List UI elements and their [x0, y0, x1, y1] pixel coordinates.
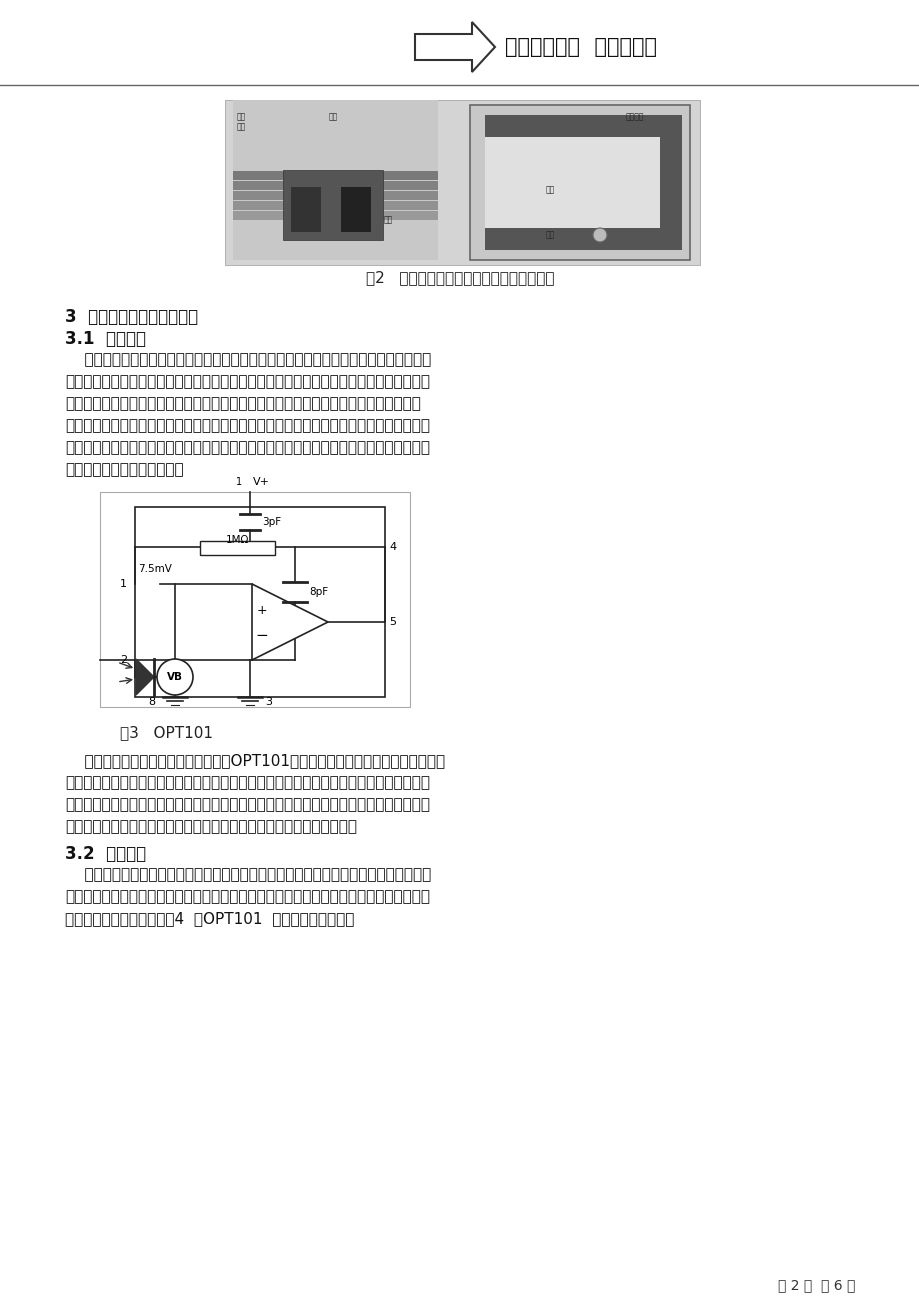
Text: 光敏
器件: 光敏 器件 [237, 112, 246, 132]
Text: 输出较小，避免放大器空载输出电流对脉搏信号测量的干扰，这样对于普通的放大器就不能: 输出较小，避免放大器空载输出电流对脉搏信号测量的干扰，这样对于普通的放大器就不能 [65, 440, 429, 454]
Text: 光源: 光源 [545, 230, 554, 240]
Bar [659, 115, 681, 250]
Text: 敏电阻、光敏二极管、光敏三极管和硅光电池。在传统的光电式脉搏传感器设计中，通常采: 敏电阻、光敏二极管、光敏三极管和硅光电池。在传统的光电式脉搏传感器设计中，通常采 [65, 374, 429, 389]
Bar [100, 492, 410, 707]
Bar [233, 191, 437, 201]
Bar [233, 201, 437, 210]
Text: 手指: 手指 [545, 185, 554, 194]
Text: +: + [256, 604, 267, 617]
Text: 1: 1 [235, 477, 242, 487]
Text: 图2   反射式光电传感器和透射式光电传感器: 图2 反射式光电传感器和透射式光电传感器 [366, 271, 553, 285]
Text: 图3   OPT101: 图3 OPT101 [119, 725, 213, 740]
Text: 件输出电流的影响，而且芯片输出的电压信号可以通过外部的精密电阻进行调节，有利于芯: 件输出电流的影响，而且芯片输出的电压信号可以通过外部的精密电阻进行调节，有利于芯 [65, 797, 429, 812]
Polygon shape [414, 22, 494, 72]
Bar [233, 171, 437, 180]
Bar [233, 211, 437, 220]
Text: 第 2 页  共 6 页: 第 2 页 共 6 页 [777, 1279, 854, 1292]
Text: 3: 3 [265, 697, 272, 707]
Text: 3.2  发射光源: 3.2 发射光源 [65, 845, 146, 863]
Text: 分利用器件的效果，光源和光敏元件的选择是综合考虑的，光源的波长应该落在光敏元件检: 分利用器件的效果，光源和光敏元件的选择是综合考虑的，光源的波长应该落在光敏元件检 [65, 889, 429, 904]
Text: 3pF: 3pF [262, 517, 281, 527]
Polygon shape [136, 659, 153, 695]
Bar [470, 105, 689, 260]
Text: 8pF: 8pF [309, 587, 328, 598]
Text: VB: VB [167, 672, 183, 682]
Text: 8: 8 [148, 697, 154, 707]
Text: V+: V+ [253, 477, 269, 487]
Bar [233, 100, 437, 260]
Text: 光电式脉搏传感器由于采用不同的光敏元件有着多种实现方法，其中光敏元件主要有光: 光电式脉搏传感器由于采用不同的光敏元件有着多种实现方法，其中光敏元件主要有光 [65, 352, 431, 367]
Text: −: − [255, 629, 268, 643]
Text: 一个芯片内部，这种集成化的设计方式有效地克服了后端运算放大器空载电流输出对光敏部: 一个芯片内部，这种集成化的设计方式有效地克服了后端运算放大器空载电流输出对光敏部 [65, 775, 429, 790]
Bar [233, 181, 437, 190]
Text: 5: 5 [389, 617, 395, 628]
Bar [484, 137, 659, 228]
Bar [283, 171, 382, 240]
Text: 7.5mV: 7.5mV [138, 564, 172, 574]
Text: 测灵敏度较高的波段内，图4  为OPT101  的光波长响应曲线。: 测灵敏度较高的波段内，图4 为OPT101 的光波长响应曲线。 [65, 911, 354, 926]
Circle shape [593, 228, 607, 242]
Text: 直接应用在光敏元件的后端。: 直接应用在光敏元件的后端。 [65, 462, 184, 477]
Bar [484, 228, 675, 250]
Text: 光源: 光源 [383, 215, 392, 224]
Bar [290, 187, 321, 232]
Text: 精品范文模板  可修改删除: 精品范文模板 可修改删除 [505, 36, 656, 57]
Text: 1MΩ: 1MΩ [225, 535, 249, 546]
Text: 光敏器件: 光敏器件 [625, 112, 643, 121]
Text: 2: 2 [119, 655, 127, 665]
Text: 手指: 手指 [328, 112, 337, 121]
Text: 1: 1 [119, 579, 127, 589]
Text: 光电式脉搏传感器主要由光源、光敏器件，以及相应的信号调理控制电路构成。为了充: 光电式脉搏传感器主要由光源、光敏器件，以及相应的信号调理控制电路构成。为了充 [65, 867, 431, 881]
Bar [225, 100, 699, 266]
Text: 在本文中，采用一种新型的光敏元件OPT101，该元件将感光部件和放大器集成在同: 在本文中，采用一种新型的光敏元件OPT101，该元件将感光部件和放大器集成在同 [65, 753, 445, 768]
Circle shape [157, 659, 193, 695]
Text: 极低，容易受到外界干扰，而且对后续的放大器的要求比较严格，需要放大器空载时的电流: 极低，容易受到外界干扰，而且对后续的放大器的要求比较严格，需要放大器空载时的电流 [65, 418, 429, 434]
Bar [484, 115, 675, 137]
Polygon shape [252, 585, 328, 660]
Bar [135, 506, 384, 697]
Text: 3.1  光敏器件: 3.1 光敏器件 [65, 329, 146, 348]
Bar [341, 187, 370, 232]
Text: 用的是独立光敏元件，利用半导体的光电效应改变输出的电流，通常光敏元件输出的电流: 用的是独立光敏元件，利用半导体的光电效应改变输出的电流，通常光敏元件输出的电流 [65, 396, 420, 411]
Bar [199, 542, 275, 555]
Text: 片适应整体的电路设计，同时芯片的集成化设计也能够减小系统的功耗。: 片适应整体的电路设计，同时芯片的集成化设计也能够减小系统的功耗。 [65, 819, 357, 835]
Text: 4: 4 [389, 542, 396, 552]
Text: 3  光电式脉搏传感器的制作: 3 光电式脉搏传感器的制作 [65, 309, 198, 326]
